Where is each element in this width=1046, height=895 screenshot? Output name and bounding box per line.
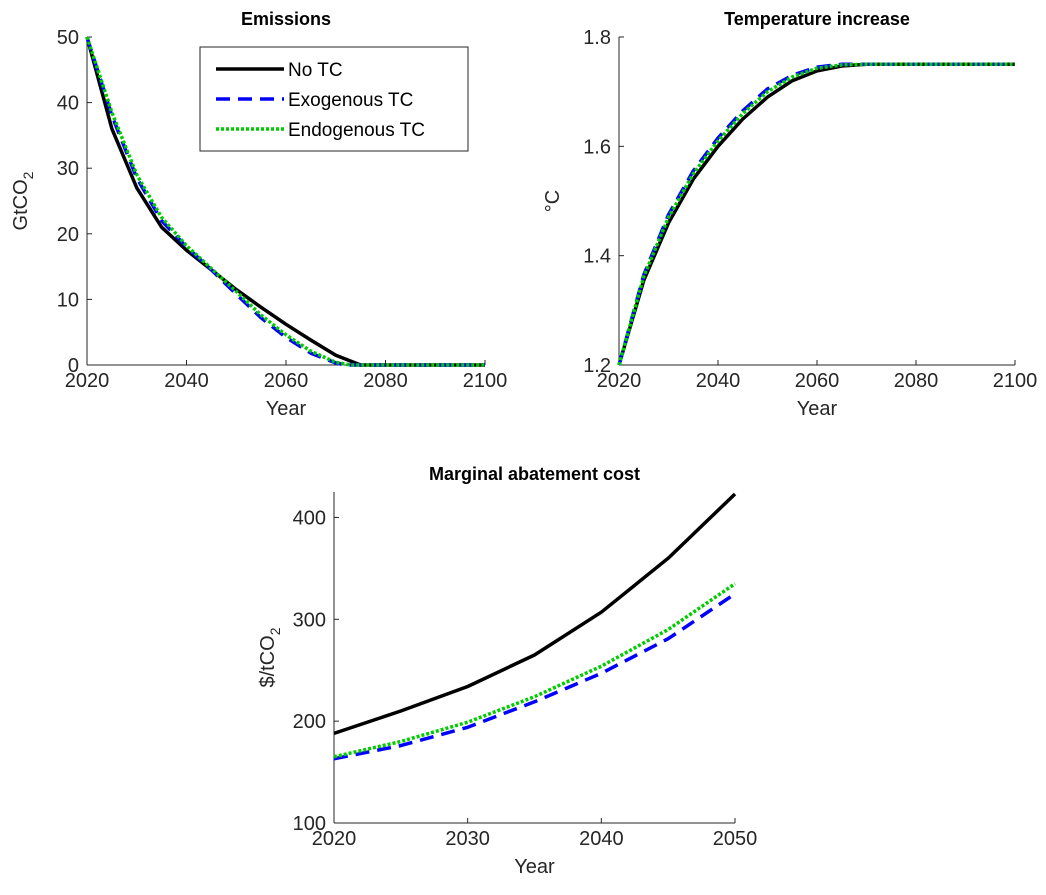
x-axis-label: Year <box>514 856 555 878</box>
legend-label: Endogenous TC <box>288 120 425 141</box>
y-tick-label: 20 <box>57 224 79 246</box>
legend-label: No TC <box>288 60 343 81</box>
series-line-endogenous-tc <box>85 36 485 367</box>
y-tick-label: 30 <box>57 158 79 180</box>
y-tick-label: 40 <box>57 93 79 115</box>
y-tick-label: 0 <box>68 355 79 377</box>
y-tick-label: 100 <box>293 813 326 835</box>
y-axis-label-subscript: 2 <box>267 627 283 635</box>
y-axis-label-main: $/tCO <box>257 635 279 687</box>
emissions-panel: Emissions 2020 2040 2060 2080 2100 0 10 20 30 40 50… <box>10 9 507 420</box>
chart-title: Temperature increase <box>724 9 910 29</box>
chart-title: Marginal abatement cost <box>429 464 640 484</box>
x-axis-label: Year <box>266 398 307 420</box>
temperature-panel: Temperature increase 2020 2040 2060 2080 2100… <box>542 9 1037 420</box>
series-line-no-tc <box>617 62 1015 366</box>
x-tick-label: 2020 <box>597 370 642 392</box>
series-line-endogenous-tc <box>333 582 736 759</box>
x-tick-label: 2080 <box>363 370 408 392</box>
y-tick-label: 1.4 <box>583 246 611 268</box>
y-axis-label-main: °C <box>542 190 564 212</box>
x-tick-label: 2020 <box>65 370 110 392</box>
series-line-endogenous-tc <box>617 62 1015 366</box>
x-tick-label: 2040 <box>164 370 209 392</box>
series-line-exogenous-tc <box>333 592 736 761</box>
y-tick-label: 10 <box>57 289 79 311</box>
x-tick-label: 2040 <box>696 370 741 392</box>
y-axis-label: GtCO2 <box>10 171 36 230</box>
x-tick-label: 2050 <box>713 828 758 850</box>
y-tick-label: 300 <box>293 609 326 631</box>
x-tick-label: 2100 <box>463 370 508 392</box>
y-axis-label: $/tCO2 <box>257 627 283 687</box>
y-axis-label-subscript: 2 <box>20 171 36 179</box>
y-tick-label: 50 <box>57 27 79 49</box>
x-axis-label: Year <box>797 398 838 420</box>
y-tick-label: 400 <box>293 507 326 529</box>
x-tick-label: 2060 <box>795 370 840 392</box>
y-tick-label: 1.8 <box>583 27 611 49</box>
series-line-no-tc <box>333 492 737 736</box>
x-tick-label: 2040 <box>579 828 624 850</box>
x-tick-label: 2080 <box>894 370 939 392</box>
y-tick-label: 1.2 <box>583 355 611 377</box>
legend: No TC Exogenous TC Endogenous TC <box>199 46 469 152</box>
x-tick-label: 2060 <box>264 370 309 392</box>
x-tick-label: 2020 <box>312 828 357 850</box>
legend-label: Exogenous TC <box>288 90 413 111</box>
x-tick-label: 2030 <box>445 828 490 850</box>
y-tick-label: 1.6 <box>583 136 611 158</box>
abatement-cost-panel: Marginal abatement cost 2020 2030 2040 2050 1… <box>257 464 757 878</box>
series-line-exogenous-tc <box>617 62 1015 366</box>
chart-title: Emissions <box>241 9 331 29</box>
y-axis-label: °C <box>542 190 564 212</box>
x-tick-label: 2100 <box>993 370 1038 392</box>
y-tick-label: 200 <box>293 711 326 733</box>
y-axis-label-main: GtCO <box>10 179 32 230</box>
